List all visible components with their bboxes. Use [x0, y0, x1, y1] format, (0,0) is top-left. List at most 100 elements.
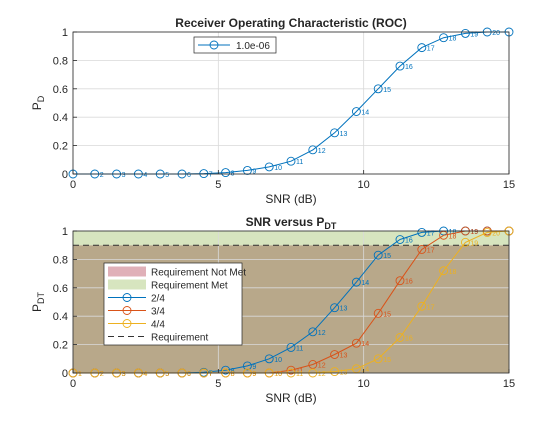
point-label: 16: [405, 64, 413, 71]
y-axis-label: PD: [30, 95, 46, 110]
data-point: [351, 107, 361, 116]
point-label: 10: [274, 371, 282, 378]
point-label: 18: [449, 229, 457, 236]
point-label: 14: [361, 110, 369, 117]
point-label: 17: [427, 304, 435, 311]
point-label: 4: [143, 172, 147, 179]
data-point: [439, 33, 449, 43]
point-label: 9: [252, 371, 256, 378]
x-axis-label: SNR (dB): [265, 192, 316, 206]
data-point: [395, 276, 405, 286]
x-tick-label: 5: [215, 179, 221, 191]
point-label: 4: [143, 371, 147, 378]
data-point: [330, 303, 340, 313]
point-label: 13: [340, 131, 348, 138]
data-point: [221, 168, 231, 178]
legend-swatch-marker: [209, 40, 219, 50]
point-label: 5: [165, 371, 169, 378]
data-point: [373, 354, 383, 364]
legend-swatch-marker: [122, 293, 132, 302]
point-label: 13: [340, 353, 348, 360]
legend-swatch-marker: [122, 306, 132, 315]
y-tick-label: 0.4: [53, 311, 68, 323]
point-label: 1: [78, 371, 82, 378]
point-label: 2: [100, 371, 104, 378]
point-label: 7: [209, 172, 213, 179]
data-point: [417, 43, 427, 53]
legend-swatch-patch: [108, 279, 146, 290]
point-label: 19: [470, 229, 478, 236]
point-label: 11: [296, 371, 303, 378]
data-point: [460, 237, 470, 247]
data-point: [373, 84, 383, 94]
point-label: 15: [383, 357, 391, 364]
data-point: [395, 235, 405, 244]
point-label: 11: [296, 159, 303, 166]
point-label: 12: [318, 330, 326, 337]
point-label: 10: [274, 371, 282, 378]
axes-box: [72, 230, 510, 374]
point-label: 16: [405, 279, 413, 286]
point-label: 18: [449, 269, 457, 276]
data-point: [373, 308, 383, 318]
data-point: [330, 350, 340, 359]
y-tick-label: 0.6: [53, 84, 68, 96]
point-label: 15: [383, 253, 391, 260]
data-point: [417, 301, 427, 311]
data-point: [308, 360, 318, 369]
point-label: 15: [383, 87, 391, 94]
data-point: [286, 156, 296, 166]
x-tick-label: 15: [503, 378, 515, 390]
legend-label: 2/4: [151, 294, 165, 305]
point-label: 16: [405, 238, 413, 245]
point-label: 13: [340, 306, 348, 313]
point-label: 17: [427, 247, 435, 254]
data-point: [286, 342, 296, 352]
data-point: [417, 245, 427, 254]
point-label: 14: [361, 280, 369, 287]
data-point: [330, 128, 340, 138]
axes-box: [72, 31, 510, 175]
y-tick-label: 1: [62, 27, 68, 39]
legend-label: Requirement Met: [151, 281, 228, 292]
point-label: 11: [296, 345, 303, 352]
point-label: 6: [187, 371, 191, 378]
point-label: 18: [449, 36, 457, 43]
point-label: 17: [427, 230, 435, 237]
data-point: [221, 365, 231, 375]
point-label: 2: [100, 371, 104, 378]
point-label: 9: [252, 168, 256, 175]
legend-label: 4/4: [151, 320, 165, 331]
x-tick-label: 10: [358, 179, 370, 191]
chart-title: SNR versus PDT: [246, 215, 337, 231]
point-label: 6: [187, 371, 191, 378]
data-point: [264, 162, 274, 172]
data-point: [460, 28, 470, 38]
data-point: [417, 227, 427, 237]
legend-label: 3/4: [151, 307, 165, 318]
point-label: 3: [122, 371, 126, 378]
point-label: 12: [318, 362, 326, 369]
data-point: [242, 361, 252, 371]
point-label: 6: [187, 172, 191, 179]
y-tick-label: 0.2: [53, 340, 68, 352]
x-tick-label: 5: [215, 378, 221, 390]
legend-label: Requirement: [151, 333, 208, 344]
y-tick-label: 0: [62, 169, 68, 181]
y-tick-label: 0.2: [53, 141, 68, 153]
point-label: 1: [78, 371, 82, 378]
data-point: [395, 333, 405, 342]
point-label: 14: [361, 341, 369, 348]
point-label: 7: [209, 371, 213, 378]
point-label: 5: [165, 371, 169, 378]
point-label: 15: [383, 311, 391, 318]
x-tick-label: 15: [503, 179, 515, 191]
point-label: 4: [143, 371, 147, 378]
data-point: [330, 367, 340, 377]
point-label: 19: [470, 240, 478, 247]
x-axis-label: SNR (dB): [265, 391, 316, 405]
point-label: 11: [296, 368, 303, 375]
region-1: [73, 231, 509, 246]
